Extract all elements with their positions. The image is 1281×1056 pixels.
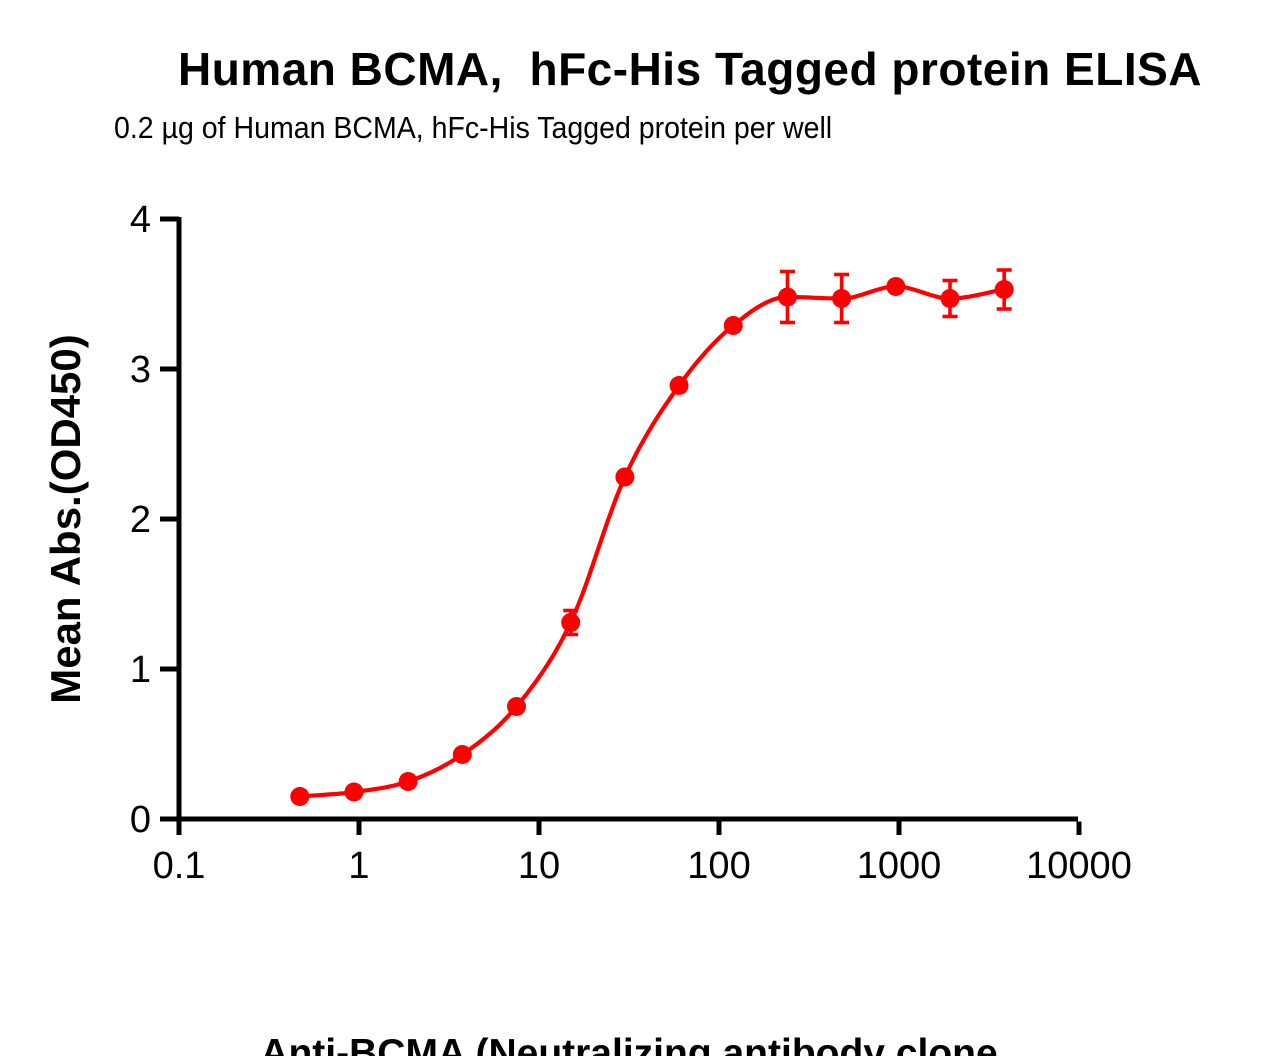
- x-tick-label: 1000: [857, 845, 942, 887]
- data-point: [832, 289, 852, 308]
- data-point: [669, 376, 689, 395]
- y-tick-label: 1: [130, 649, 151, 691]
- chart-title: Human BCMA, hFc-His Tagged protein ELISA: [177, 43, 1202, 95]
- data-point: [723, 316, 743, 335]
- chart-subtitle: 0.2 µg of Human BCMA, hFc-His Tagged pro…: [114, 110, 833, 145]
- data-point: [561, 613, 581, 632]
- x-tick-label: 0.1: [153, 845, 206, 887]
- x-tick-label: 10: [518, 845, 560, 887]
- data-point: [398, 772, 418, 791]
- data-point: [994, 280, 1014, 299]
- data-point: [452, 745, 472, 764]
- x-axis-title-line-1: Anti-BCMA (Neutralizing antibody clone: [260, 1032, 998, 1056]
- data-point: [615, 467, 635, 487]
- data-point: [290, 787, 310, 806]
- x-tick-label: 10000: [1026, 845, 1132, 887]
- x-tick-label: 100: [687, 845, 750, 887]
- x-tick-label: 1: [348, 845, 369, 887]
- fit-curve: [297, 284, 1007, 799]
- y-tick-label: 3: [130, 349, 151, 391]
- data-point: [777, 287, 797, 307]
- data-point: [507, 697, 527, 716]
- data-point: [940, 289, 960, 308]
- y-tick-label: 0: [130, 799, 151, 841]
- y-tick-label: 4: [130, 199, 151, 241]
- y-tick-label: 2: [130, 499, 151, 541]
- x-axis-title: Anti-BCMA (Neutralizing antibody clone h…: [179, 934, 1079, 1056]
- data-point: [886, 277, 906, 296]
- data-point: [344, 782, 364, 802]
